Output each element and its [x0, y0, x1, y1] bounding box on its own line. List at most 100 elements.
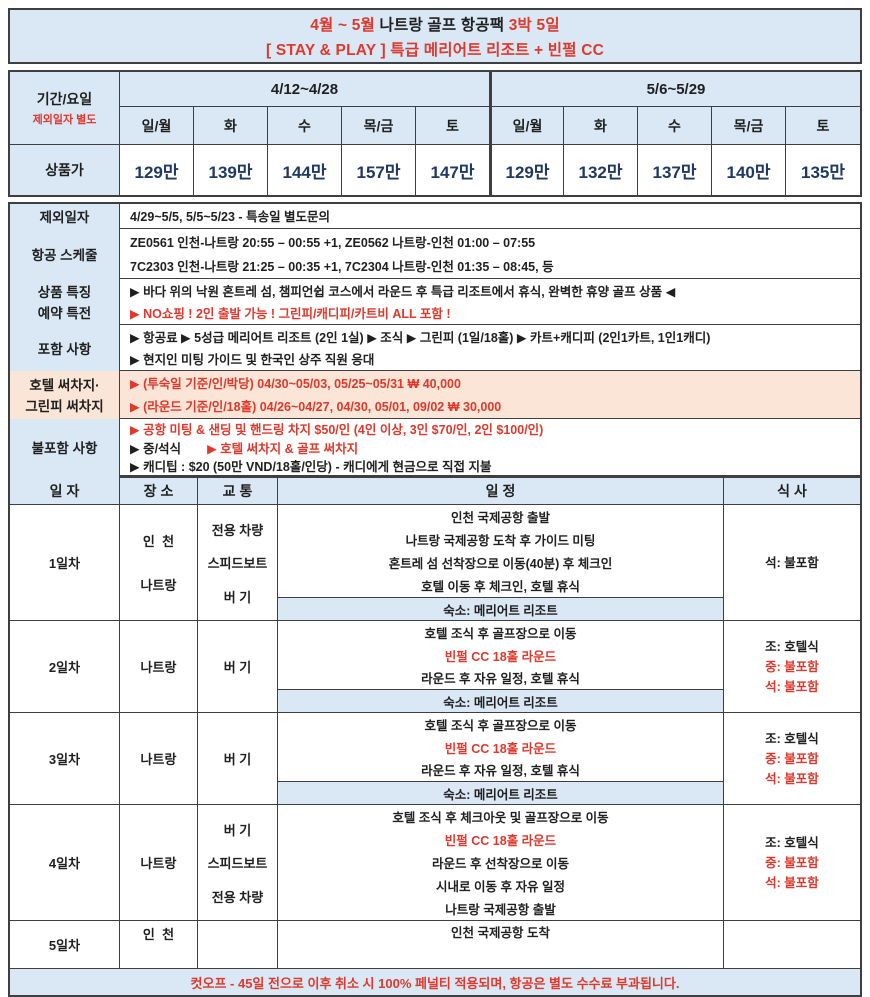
place-cell: 나트랑 [120, 713, 198, 804]
day-label: 5일차 [10, 921, 120, 968]
transport: 전용 차량 [211, 522, 264, 538]
day-row-4: 4일차 나트랑 버 기 스피드보트 전용 차량 호텔 조식 후 체크아웃 및 골… [10, 805, 860, 921]
place: 인 천 [142, 927, 175, 942]
transport-cell: 전용 차량 스피드보트 버 기 [198, 505, 278, 620]
day-label: 2일차 [10, 621, 120, 712]
schedule-line: 라운드 후 자유 일정, 호텔 휴식 [421, 764, 580, 779]
meals-cell: 조: 호텔식 중: 불포함 석: 불포함 [724, 621, 860, 712]
meal-line: 석: 불포함 [765, 679, 819, 694]
stay-band: 숙소: 메리어트 리조트 [278, 597, 723, 620]
day-row-5: 5일차 인 천 인천 국제공항 도착 [10, 921, 860, 969]
stay-band: 숙소: 메리어트 리조트 [278, 781, 723, 805]
meal-line: 중: 불포함 [765, 659, 819, 674]
meals-cell: 조: 호텔식 중: 불포함 석: 불포함 [724, 805, 860, 920]
transport: 버 기 [223, 822, 252, 838]
price-row-label: 상품가 [10, 145, 120, 195]
meal-line: 조: 호텔식 [765, 731, 819, 746]
excluded-line-2b: ▶ 호텔 써차지 & 골프 써차지 [207, 441, 359, 456]
cutoff-footer-note: 컷오프 - 45일 전으로 이후 취소 시 100% 페널티 적용되며, 항공은… [10, 969, 860, 995]
day-header: 일/월 [120, 107, 194, 145]
corner-label: 기간/요일 [36, 91, 93, 107]
schedule-cell: 인천 국제공항 도착 [278, 921, 724, 968]
price-cell: 140만 [712, 145, 786, 195]
feature-label-line-1: 상품 특징 [37, 285, 92, 300]
price-cell: 137만 [638, 145, 712, 195]
price-cell: 139만 [194, 145, 268, 195]
day-header: 목/금 [712, 107, 786, 145]
period-day-corner-cell: 기간/요일 제외일자 별도 [10, 72, 120, 145]
place-cell: 인 천 [120, 921, 198, 968]
stay-band: 숙소: 메리어트 리조트 [278, 689, 723, 713]
schedule-line: 나트랑 국제공항 도착 후 가이드 미팅 [405, 534, 596, 548]
transport-cell [198, 921, 278, 968]
place: 인 천 [142, 533, 175, 549]
schedule-line: 라운드 후 선착장으로 이동 [432, 857, 569, 871]
schedule-line: 호텔 이동 후 체크인, 호텔 휴식 [421, 580, 580, 594]
row-excluded-items: 불포함 사항 ▶ 공항 미팅 & 샌딩 및 핸드링 차지 $50/인 (4인 이… [10, 419, 860, 479]
transport: 버 기 [223, 660, 252, 675]
meal-line: 중: 불포함 [765, 855, 819, 870]
schedule-line: 시내로 이동 후 자유 일정 [436, 880, 565, 894]
schedule-line: 나트랑 국제공항 출발 [445, 903, 556, 917]
place: 나트랑 [140, 752, 177, 767]
title-duration: 3박 5일 [508, 16, 560, 34]
price-table: 기간/요일 제외일자 별도 4/12~4/28 5/6~5/29 일/월 화 수… [8, 70, 862, 197]
schedule-line: 인천 국제공항 출발 [451, 511, 550, 525]
excluded-label: 불포함 사항 [10, 419, 120, 479]
meal-line: 석: 불포함 [765, 555, 819, 570]
day-row-2: 2일차 나트랑 버 기 호텔 조식 후 골프장으로 이동 빈펄 CC 18홀 라… [10, 621, 860, 713]
itinerary-header-row: 일 자 장 소 교 통 일 정 식 사 [10, 476, 860, 505]
excluded-line-1: ▶ 공항 미팅 & 샌딩 및 핸드링 차지 $50/인 (4인 이상, 3인 $… [130, 423, 544, 437]
day-row-1: 1일차 인 천 나트랑 전용 차량 스피드보트 버 기 인천 국제공항 출발 나… [10, 505, 860, 621]
meals-cell: 조: 호텔식 중: 불포함 석: 불포함 [724, 713, 860, 804]
day-header: 수 [638, 107, 712, 145]
included-line-2: ▶ 현지인 미팅 가이드 및 한국인 상주 직원 응대 [130, 353, 375, 367]
row-product-features: 상품 특징 예약 특전 ▶ 바다 위의 낙원 혼트레 섬, 챔피언쉽 코스에서 … [10, 279, 860, 327]
meal-line: 석: 불포함 [765, 771, 819, 786]
transport: 스피드보트 [207, 856, 268, 871]
schedule-line: 호텔 조식 후 골프장으로 이동 [424, 626, 577, 641]
price-cell: 157만 [342, 145, 416, 195]
day-label: 1일차 [10, 505, 120, 620]
day-header: 토 [416, 107, 490, 145]
meal-line: 조: 호텔식 [765, 835, 819, 850]
place-cell: 인 천 나트랑 [120, 505, 198, 620]
meal-line: 석: 불포함 [765, 875, 819, 890]
transport: 스피드보트 [207, 556, 268, 571]
included-line-1: ▶ 항공료 ▶ 5성급 메리어트 리조트 (2인 1실) ▶ 조식 ▶ 그린피 … [130, 331, 711, 345]
row-flight-schedule: 항공 스케줄 ZE0561 인천-나트랑 20:55 – 00:55 +1, Z… [10, 229, 860, 281]
transport-cell: 버 기 [198, 713, 278, 804]
period-1-header: 4/12~4/28 [120, 72, 490, 107]
flight-line-2: 7C2303 인천-나트랑 21:25 – 00:35 +1, 7C2304 나… [130, 260, 554, 274]
day-header: 화 [564, 107, 638, 145]
row-surcharge: 호텔 써차지· 그린피 써차지 ▶ (투숙일 기준/인/박당) 04/30~05… [10, 371, 860, 421]
header-transport: 교 통 [198, 478, 278, 504]
transport: 버 기 [223, 752, 252, 767]
meals-cell [724, 921, 860, 968]
title-package-name: 나트랑 골프 항공팩 [375, 16, 509, 34]
schedule-cell: 호텔 조식 후 체크아웃 및 골프장으로 이동 빈펄 CC 18홀 라운드 라운… [278, 805, 724, 920]
day-header: 토 [786, 107, 860, 145]
surcharge-label: 호텔 써차지· 그린피 써차지 [10, 371, 120, 421]
header-place: 장 소 [120, 478, 198, 504]
price-cell: 129만 [490, 145, 564, 195]
transport-cell: 버 기 [198, 621, 278, 712]
schedule-cell: 호텔 조식 후 골프장으로 이동 빈펄 CC 18홀 라운드 라운드 후 자유 … [278, 713, 724, 805]
header-day: 일 자 [10, 478, 120, 504]
day-row-3: 3일차 나트랑 버 기 호텔 조식 후 골프장으로 이동 빈펄 CC 18홀 라… [10, 713, 860, 805]
day-label: 4일차 [10, 805, 120, 920]
row-included-items: 포함 사항 ▶ 항공료 ▶ 5성급 메리어트 리조트 (2인 1실) ▶ 조식 … [10, 325, 860, 373]
title-line-2: [ STAY & PLAY ] 특급 메리어트 리조트 + 빈펄 CC [265, 41, 604, 59]
row-exclusion-dates: 제외일자 4/29~5/5, 5/5~5/23 - 특송일 별도문의 [10, 204, 860, 230]
main-table: 제외일자 4/29~5/5, 5/5~5/23 - 특송일 별도문의 항공 스케… [8, 202, 862, 997]
schedule-cell: 인천 국제공항 출발 나트랑 국제공항 도착 후 가이드 미팅 혼트레 섬 선착… [278, 505, 724, 620]
transport: 버 기 [223, 589, 252, 605]
period-2-header: 5/6~5/29 [490, 72, 860, 107]
place-cell: 나트랑 [120, 621, 198, 712]
feature-label: 상품 특징 예약 특전 [10, 279, 120, 327]
meals-cell: 석: 불포함 [724, 505, 860, 620]
day-header: 목/금 [342, 107, 416, 145]
meal-line: 조: 호텔식 [765, 639, 819, 654]
day-header: 수 [268, 107, 342, 145]
schedule-line: 빈펄 CC 18홀 라운드 [444, 741, 557, 756]
